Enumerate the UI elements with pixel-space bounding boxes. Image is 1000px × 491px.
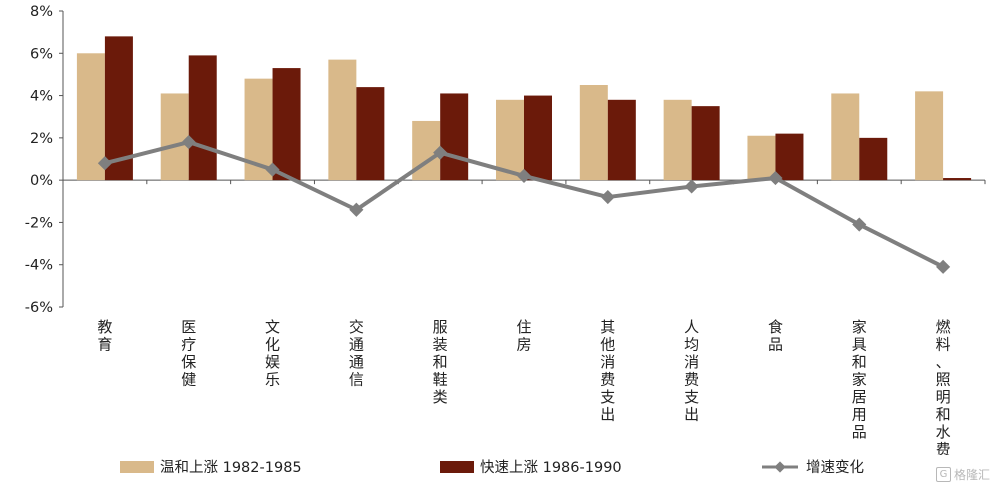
bar-mild — [831, 93, 860, 181]
x-category-label: 住房 — [516, 318, 531, 354]
bar-fast — [440, 93, 469, 181]
x-category-label: 人均消费支出 — [684, 318, 699, 424]
bar-fast — [524, 95, 552, 181]
x-category-label: 食品 — [768, 318, 783, 354]
bar-fast — [775, 133, 804, 181]
line-point — [433, 145, 448, 160]
bar-mild — [579, 85, 608, 181]
y-tick-label: 2% — [30, 131, 53, 147]
line-point — [768, 170, 783, 186]
bar-fast — [356, 87, 385, 181]
line-point — [600, 189, 615, 205]
legend-label-mild: 温和上涨 1982-1985 — [160, 460, 302, 476]
line-point — [181, 135, 196, 150]
bar-mild — [496, 99, 524, 181]
bar-mild — [663, 99, 692, 181]
bar-mild — [328, 59, 357, 181]
y-tick-label: 6% — [30, 46, 53, 62]
y-tick-label: -2% — [25, 215, 53, 231]
x-category-label: 其他消费支出 — [600, 318, 615, 424]
legend-swatch-mild — [120, 460, 154, 473]
x-category-label: 医疗保健 — [181, 318, 196, 389]
legend-line-marker-icon — [762, 460, 798, 473]
bar-mild — [160, 93, 189, 181]
bars-group — [76, 36, 972, 181]
line-point — [516, 168, 532, 183]
y-tick-label: -6% — [25, 300, 53, 316]
line-point — [936, 259, 951, 274]
bar-fast — [607, 99, 636, 181]
legend-item-mild: 温和上涨 1982-1985 — [120, 456, 440, 477]
line-point — [265, 162, 280, 177]
legend: 温和上涨 1982-1985 快速上涨 1986-1990 增速变化 — [120, 456, 864, 477]
x-category-label: 文化娱乐 — [265, 318, 280, 389]
bar-fast — [691, 106, 720, 181]
line-point — [684, 179, 699, 194]
legend-label-fast: 快速上涨 1986-1990 — [480, 460, 622, 476]
y-tick-label: -4% — [25, 258, 53, 274]
bar-fast — [943, 178, 972, 181]
bar-fast — [859, 137, 888, 181]
line-series-group — [97, 135, 951, 274]
x-category-label: 教育 — [97, 318, 112, 354]
bar-mild — [76, 53, 105, 181]
bar-mild — [915, 91, 944, 181]
legend-item-change: 增速变化 — [760, 456, 864, 477]
y-tick-label: 8% — [30, 4, 53, 20]
watermark-text: 格隆汇 — [953, 468, 990, 482]
legend-swatch-fast — [440, 460, 474, 473]
y-tick-label: 0% — [30, 173, 53, 189]
y-tick-label: 4% — [30, 89, 53, 105]
watermark-logo-icon: G — [935, 467, 951, 482]
x-axis-labels: 教育 医疗保健 文化娱乐 交通通信 服装和鞋类 住房 其他消费支出 人均消费支出 食品 家具和家居… — [97, 318, 951, 459]
x-category-label: 交通通信 — [349, 318, 364, 389]
line-point — [349, 202, 364, 217]
bar-fast — [188, 55, 217, 181]
x-category-label: 服装和鞋类 — [433, 318, 448, 406]
watermark: G 格隆汇 — [935, 466, 990, 483]
legend-label-change: 增速变化 — [806, 460, 864, 476]
bar-mild — [747, 135, 776, 181]
bar-fast — [272, 68, 301, 181]
combo-chart: -6% -4% -2% 0% 2% 4% 6% 8% 教育 医疗保健 文化娱乐 交通通信 服装和鞋类 住… — [25, 4, 986, 459]
legend-item-fast: 快速上涨 1986-1990 — [440, 456, 760, 477]
x-category-label: 燃料、照明和水费 — [936, 318, 951, 455]
x-category-label: 家具和家居用品 — [852, 318, 867, 441]
line-point — [852, 217, 867, 232]
